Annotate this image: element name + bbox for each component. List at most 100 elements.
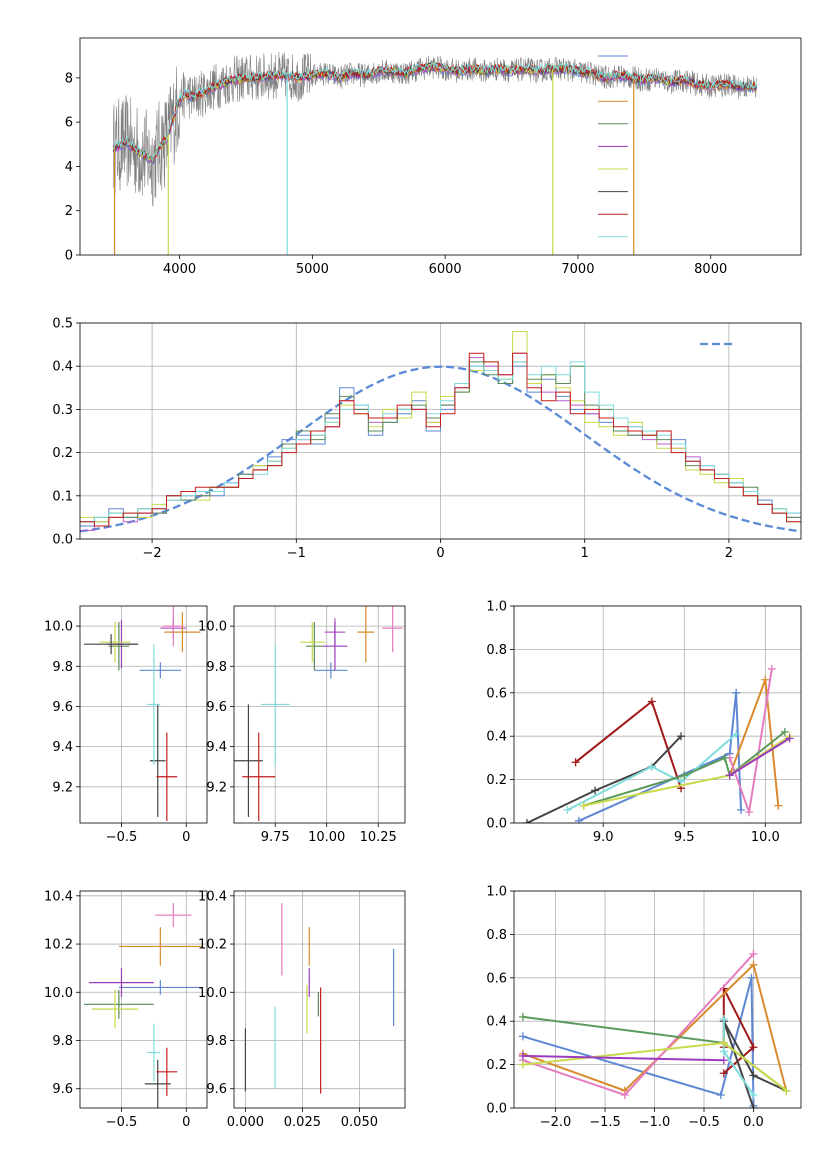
- tick-label: 1.0: [486, 600, 507, 615]
- tick-label: 10.0: [751, 830, 780, 845]
- tick-label: 0.8: [486, 928, 507, 943]
- plot-marks: [112, 51, 758, 255]
- tick-label: 10.0: [44, 620, 73, 635]
- tick-label: 9.5: [674, 830, 695, 845]
- tick-label: 0.4: [486, 1015, 507, 1030]
- weight-marker: [647, 697, 656, 706]
- plot-area: [234, 891, 405, 1108]
- chart-age_vs_mass: 9.75 10.00 10.25 9.2 9.4 9.6 9.8 10.0: [198, 605, 406, 845]
- tick-label: 0.2: [486, 1058, 507, 1073]
- tick-label: 0.6: [486, 686, 507, 701]
- tick-label: 9.2: [52, 780, 73, 795]
- tick-label: 1.0: [486, 885, 507, 900]
- tick-label: 8000: [694, 262, 727, 277]
- axes-frame: [79, 322, 802, 540]
- tick-label: 0: [436, 546, 444, 561]
- tick-label: 0.0: [743, 1115, 764, 1130]
- plot-marks: [83, 903, 202, 1108]
- tick-label: −2.0: [540, 1115, 572, 1130]
- tick-label: 0.2: [52, 446, 73, 461]
- weight-marker: [518, 1032, 527, 1041]
- tick-label: 9.6: [206, 700, 227, 715]
- tick-label: 9.75: [261, 830, 290, 845]
- weight-marker: [620, 1090, 629, 1099]
- tick-label: 0.3: [52, 403, 73, 418]
- weight-marker: [680, 771, 689, 780]
- tick-label: 0.0: [486, 817, 507, 832]
- plot-marks: [83, 606, 201, 821]
- weight-line: [729, 737, 791, 777]
- chart-mass_vs_z: −0.5 0 9.6 9.8 10.0 10.2 10.4: [44, 889, 208, 1130]
- weight-marker: [719, 1038, 728, 1047]
- tick-label: 1: [581, 546, 589, 561]
- weight-marker: [761, 675, 770, 684]
- tick-label: 0.1: [52, 489, 73, 504]
- weight-marker: [518, 1051, 527, 1060]
- weight-marker: [732, 730, 741, 739]
- tick-label: −0.5: [106, 830, 138, 845]
- tick-label: 9.0: [593, 830, 614, 845]
- histogram-step-line: [80, 352, 801, 527]
- weight-marker: [774, 801, 783, 810]
- tick-label: 2: [725, 546, 733, 561]
- tick-label: 9.8: [52, 660, 73, 675]
- tick-label: 5000: [296, 262, 329, 277]
- weight-line: [526, 735, 682, 823]
- weight-line: [522, 977, 755, 1106]
- weight-line: [522, 1054, 724, 1062]
- tick-label: 9.4: [206, 740, 227, 755]
- weight-marker: [732, 688, 741, 697]
- tick-label: 10.2: [198, 938, 227, 953]
- chart-spectrum: 4000 5000 6000 7000 8000 0 2 4 6 8: [65, 37, 802, 277]
- weight-marker: [749, 949, 758, 958]
- weight-marker: [518, 1012, 527, 1021]
- weight-marker: [677, 732, 686, 741]
- weight-marker: [719, 1015, 728, 1024]
- tick-label: 10.2: [44, 938, 73, 953]
- weight-marker: [522, 819, 531, 823]
- weight-marker: [749, 1104, 758, 1108]
- tick-label: 0.4: [486, 730, 507, 745]
- tick-label: 9.6: [206, 1082, 227, 1097]
- tick-label: 4: [65, 160, 73, 175]
- tick-label: 10.00: [308, 830, 345, 845]
- axes-frame: [79, 890, 208, 1109]
- tick-label: 10.25: [360, 830, 397, 845]
- tick-label: 9.8: [206, 1034, 227, 1049]
- tick-label: 8: [65, 71, 73, 86]
- weight-marker: [579, 801, 588, 810]
- tick-label: 0: [182, 1115, 190, 1130]
- tick-label: 9.8: [206, 660, 227, 675]
- weight-marker: [749, 960, 758, 969]
- chart-weight_vs_age: 9.0 9.5 10.0 0.0 0.2 0.4 0.6 0.8 1.0: [486, 600, 802, 845]
- axes-frame: [513, 890, 802, 1109]
- tick-label: 0.8: [486, 643, 507, 658]
- axes-frame: [79, 605, 208, 824]
- tick-label: 0.025: [284, 1115, 321, 1130]
- tick-label: −1.5: [589, 1115, 621, 1130]
- tick-label: −0.5: [688, 1115, 720, 1130]
- tick-label: 0.050: [341, 1115, 378, 1130]
- tick-label: 10.0: [44, 986, 73, 1001]
- tick-label: 0.0: [486, 1102, 507, 1117]
- tick-label: 6000: [429, 262, 462, 277]
- chart-age_vs_z: −0.5 0 9.2 9.4 9.6 9.8 10.0: [44, 605, 208, 845]
- tick-label: −1: [287, 546, 306, 561]
- axes-frame: [513, 605, 802, 824]
- weight-line: [522, 962, 788, 1092]
- tick-label: 0.000: [227, 1115, 264, 1130]
- plot-marks: [234, 606, 403, 821]
- weight-marker: [719, 1056, 728, 1065]
- weight-marker: [737, 805, 746, 814]
- tick-label: 0.0: [52, 533, 73, 548]
- weight-marker: [719, 1069, 728, 1078]
- tick-label: −2: [143, 546, 162, 561]
- weight-marker: [725, 771, 734, 780]
- tick-label: 0.2: [486, 773, 507, 788]
- weight-marker: [563, 805, 572, 814]
- weight-marker: [716, 1090, 725, 1099]
- weight-marker: [780, 727, 789, 736]
- weight-marker: [720, 753, 729, 762]
- plot-marks: [522, 664, 794, 823]
